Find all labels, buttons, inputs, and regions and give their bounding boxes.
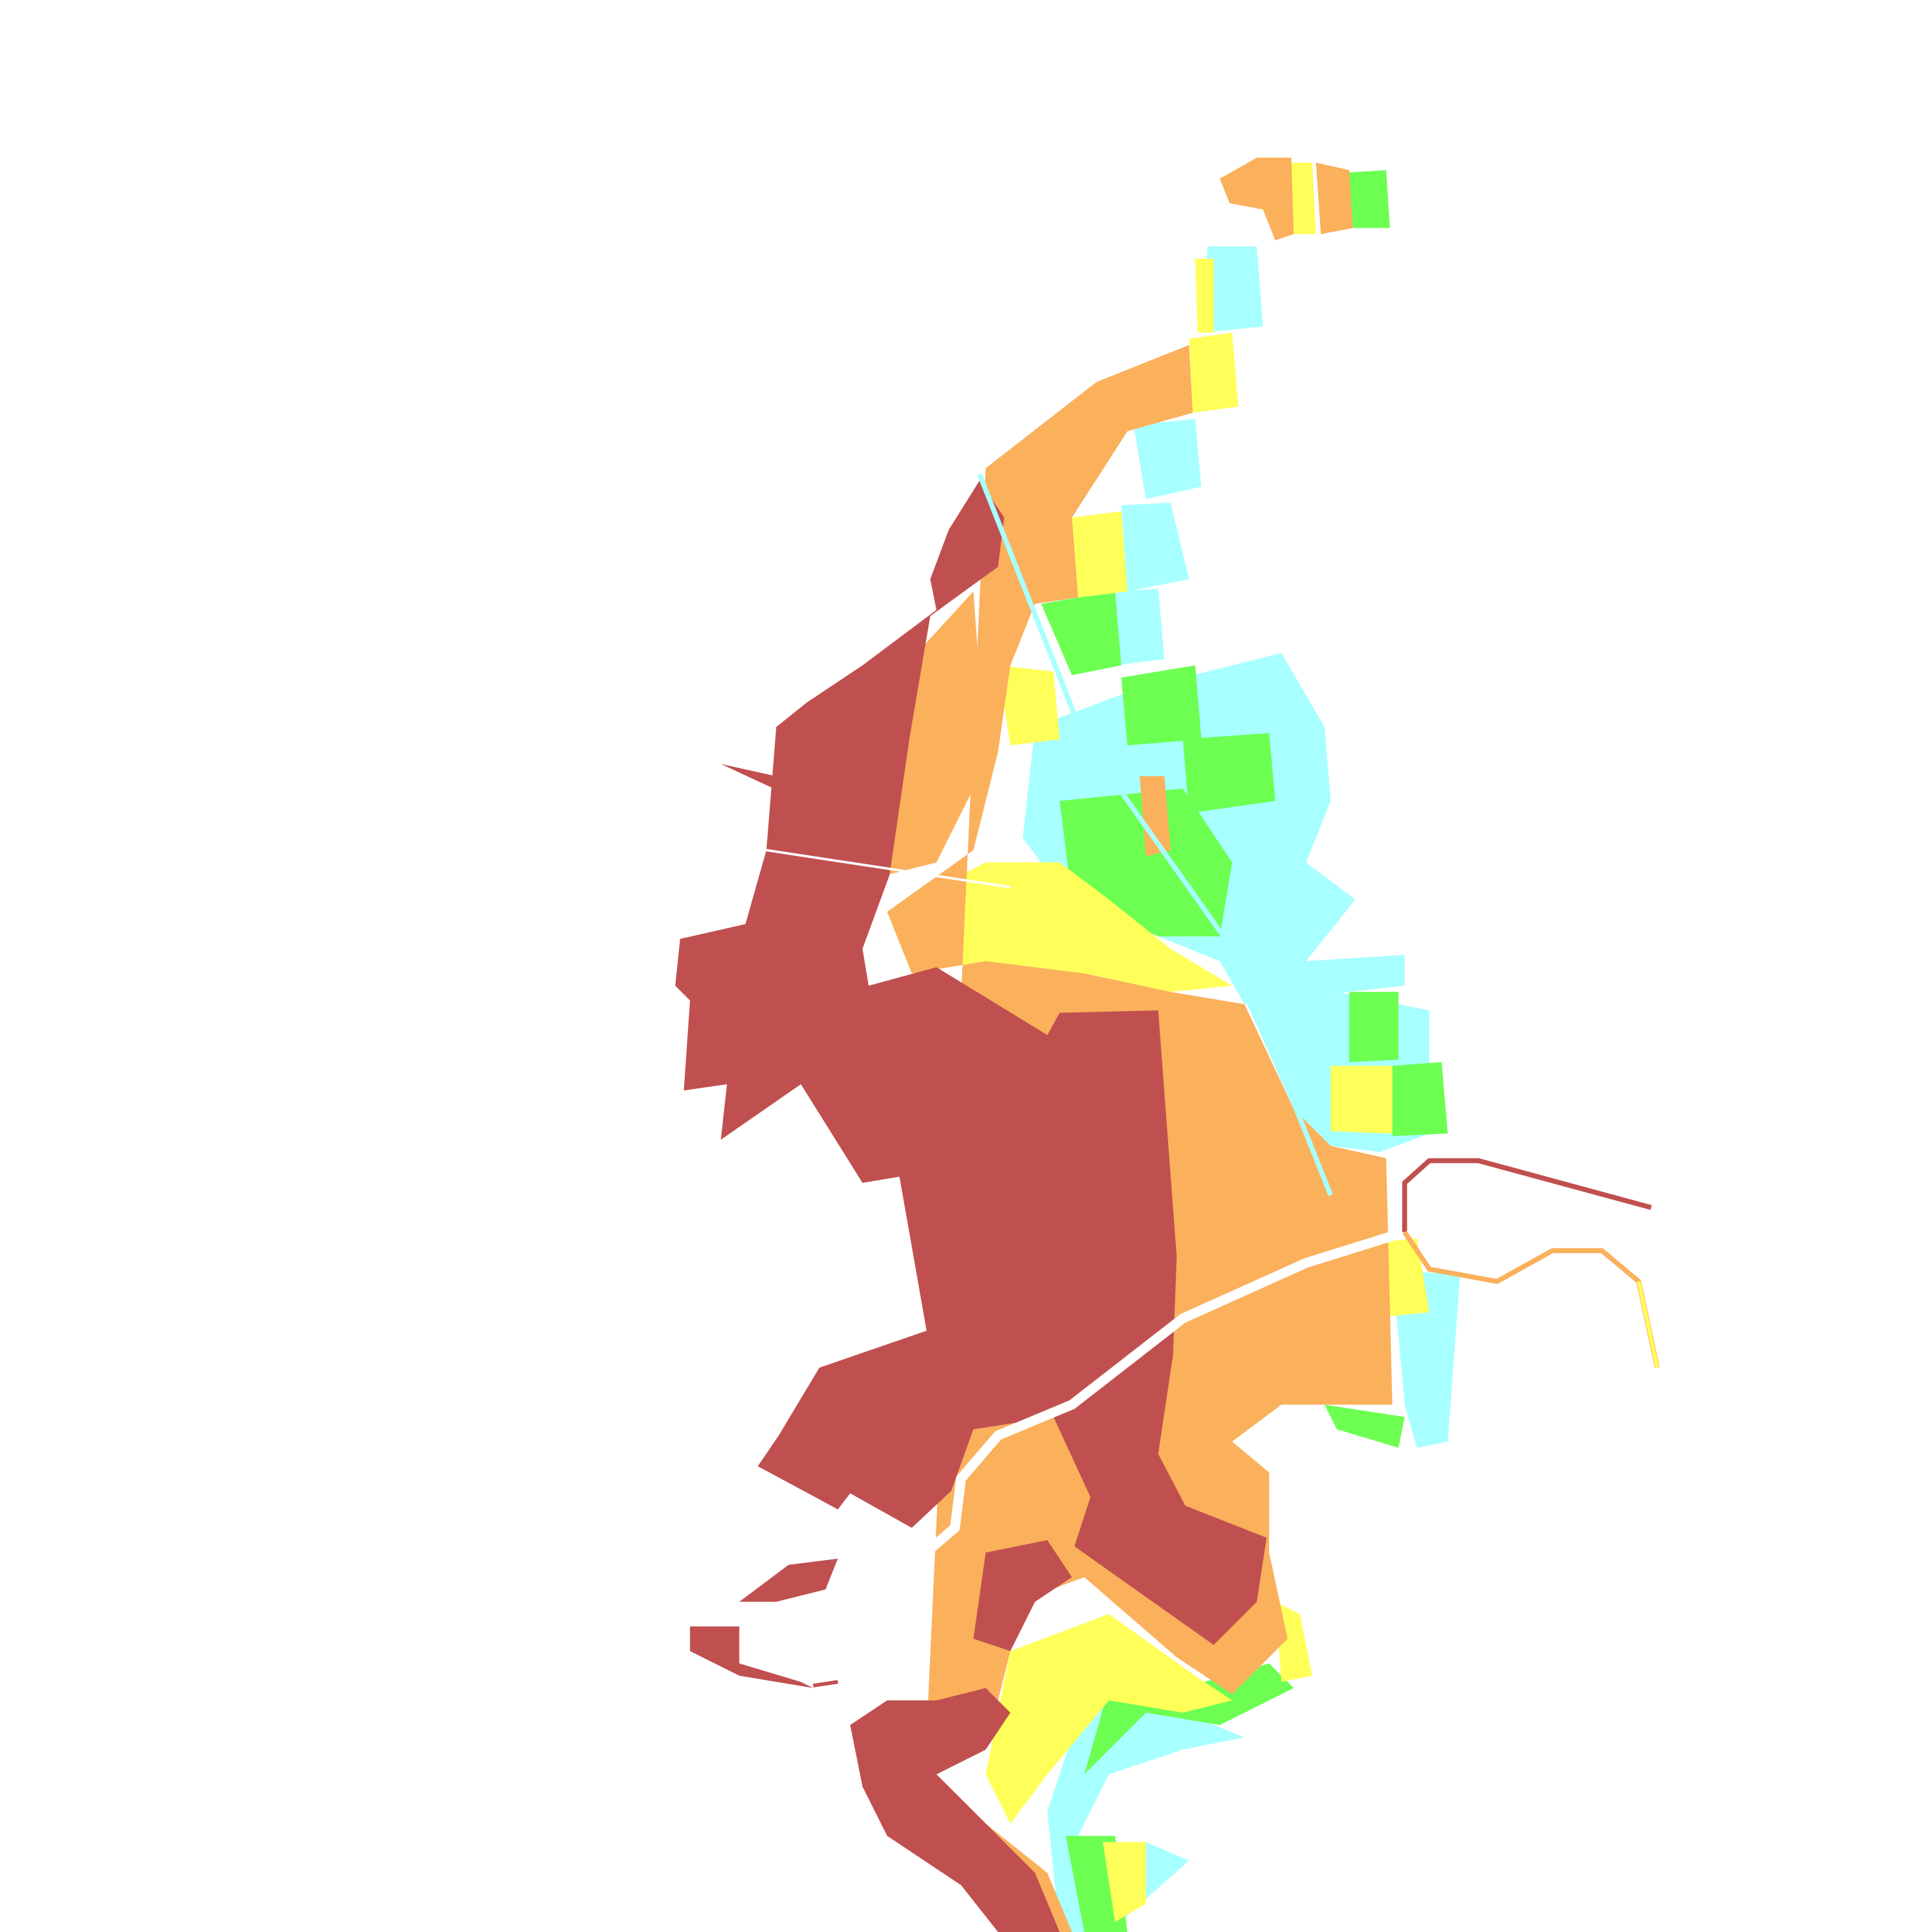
- yellow-band-1: [1189, 332, 1239, 413]
- cyan-north-strip: [1201, 246, 1263, 333]
- orange-village-field: [1139, 776, 1171, 857]
- river-east: [1402, 1158, 1652, 1232]
- yellow-village: [887, 862, 1232, 992]
- yellow-north-mid: [1195, 259, 1214, 333]
- cyan-fields-2: [1121, 503, 1189, 591]
- west-ditch: [766, 849, 1011, 889]
- red-south-block: [850, 1687, 1060, 1932]
- yellow-north-strip: [1291, 162, 1316, 234]
- red-main-block: [675, 480, 1267, 1645]
- green-east-b: [1392, 1062, 1448, 1137]
- orange-north-tip: [1220, 158, 1294, 241]
- cyan-fields-1: [1133, 418, 1202, 499]
- red-southwest-strip: [690, 1626, 813, 1688]
- canal-road-edge: [813, 1680, 839, 1687]
- red-south-center: [973, 1540, 1072, 1651]
- river-east-branch-tip: [1637, 1281, 1659, 1368]
- green-southeast: [1324, 1404, 1405, 1448]
- cyan-fields-3: [1109, 589, 1165, 665]
- yellow-south: [985, 1614, 1232, 1824]
- yellow-east: [1330, 1066, 1393, 1134]
- red-west-spit: [721, 764, 777, 789]
- yellow-band-2: [1072, 511, 1128, 598]
- canal-road: [833, 1227, 1406, 1685]
- green-fields-a: [1041, 591, 1122, 676]
- drainage-line: [977, 473, 1333, 1196]
- yellow-east-coast: [1275, 1601, 1312, 1682]
- green-fields-c: [1182, 733, 1276, 813]
- class-1-areas: [675, 480, 1267, 1932]
- yellow-south-tip: [1102, 1842, 1146, 1922]
- green-east-a: [1349, 992, 1399, 1063]
- orange-north-tip-b: [1315, 162, 1353, 234]
- green-fields-b: [1121, 665, 1202, 746]
- red-southwest-islands: [739, 1558, 838, 1602]
- yellow-band-3: [998, 665, 1060, 746]
- green-north: [1349, 170, 1390, 228]
